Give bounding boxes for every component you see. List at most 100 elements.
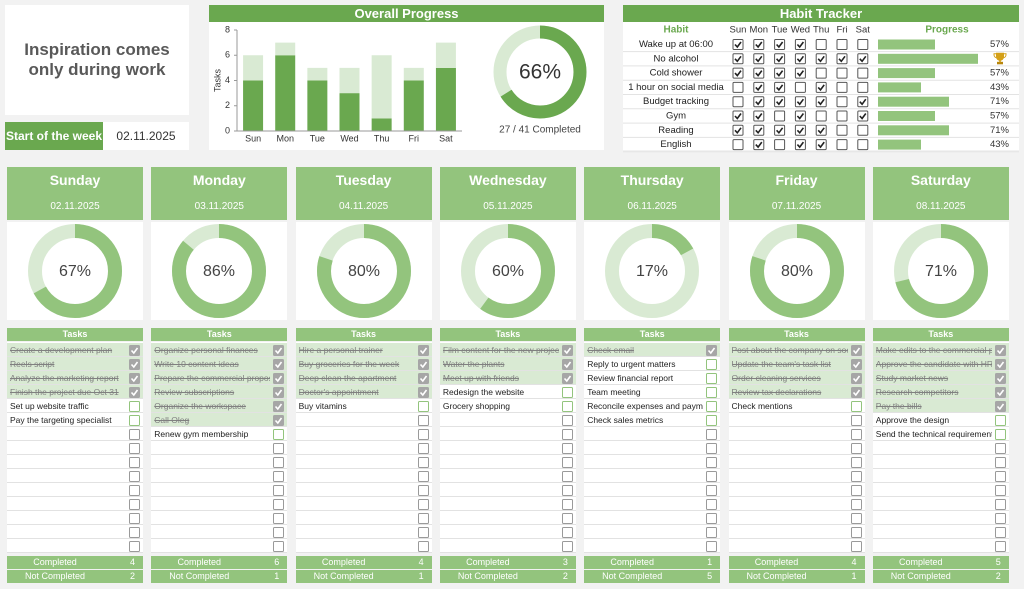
task-text: Grocery shopping xyxy=(442,401,510,411)
task-checkbox xyxy=(994,499,1006,510)
checkbox xyxy=(417,415,429,426)
checkbox xyxy=(994,401,1006,412)
check-mark xyxy=(755,113,763,120)
task-row xyxy=(584,497,721,511)
task-row xyxy=(151,497,288,511)
task-checkbox xyxy=(561,373,573,384)
task-row: Organize the workspace xyxy=(151,399,288,413)
summary-row xyxy=(584,570,721,583)
task-row xyxy=(728,497,865,511)
checkbox xyxy=(129,373,140,384)
progress-bar xyxy=(878,139,921,150)
checkbox xyxy=(794,67,806,79)
task-row xyxy=(295,413,432,427)
task-row xyxy=(7,539,143,553)
habit-name: Gym xyxy=(666,111,686,122)
task-checkbox xyxy=(273,359,285,370)
summary-row xyxy=(7,570,143,583)
check-mark xyxy=(996,347,1004,355)
summary-value: 4 xyxy=(418,557,424,567)
check-mark xyxy=(852,361,860,369)
summary-value: 1 xyxy=(851,571,857,581)
bar xyxy=(307,80,328,131)
progress-label: 57% xyxy=(990,111,1010,122)
task-row xyxy=(584,483,721,497)
checkbox xyxy=(273,443,285,454)
task-row: Prepare the commercial propos xyxy=(151,371,288,385)
checkbox xyxy=(129,485,140,496)
task-checkbox xyxy=(417,373,429,384)
task-checkbox xyxy=(129,429,140,440)
checkbox xyxy=(994,513,1006,524)
day-header xyxy=(439,167,576,220)
task-checkbox xyxy=(561,443,573,454)
task-text: Analyze the marketing report xyxy=(10,373,119,383)
task-row xyxy=(7,469,143,483)
task-row: Reels script xyxy=(7,357,143,371)
task-checkbox xyxy=(129,471,140,482)
checkbox xyxy=(732,39,744,50)
task-checkbox xyxy=(561,387,573,398)
progress-bar xyxy=(878,111,935,121)
task-row xyxy=(151,469,288,483)
summary-label: Not Completed xyxy=(169,571,230,581)
check-mark xyxy=(734,127,742,135)
checkbox xyxy=(815,96,827,108)
task-text: Write 10 content ideas xyxy=(154,359,239,369)
check-mark xyxy=(852,375,860,383)
checkbox xyxy=(732,67,744,79)
task-checkbox xyxy=(129,401,140,412)
day-date: 03.11.2025 xyxy=(194,201,244,212)
check-mark xyxy=(817,98,825,106)
bar xyxy=(371,55,392,119)
day-header xyxy=(295,167,432,220)
task-checkbox xyxy=(706,415,718,426)
task-checkbox xyxy=(417,345,429,356)
task-checkbox xyxy=(850,401,862,412)
day-name: Wednesday xyxy=(469,172,547,188)
trophy-cup xyxy=(996,52,1004,61)
summary-row xyxy=(584,556,721,569)
checkbox xyxy=(753,53,765,65)
task-row xyxy=(728,511,865,525)
check-mark xyxy=(563,375,572,383)
checkbox xyxy=(794,110,806,122)
checkbox xyxy=(706,387,718,398)
task-text: Finish the project due Oct 31 xyxy=(10,387,119,397)
task-checkbox xyxy=(994,415,1006,426)
donut-arc xyxy=(605,224,700,318)
summary-value: 2 xyxy=(129,571,135,581)
day-name: Saturday xyxy=(910,172,971,188)
summary-value: 4 xyxy=(129,557,135,567)
checkbox xyxy=(850,457,862,468)
day-name: Tuesday xyxy=(335,172,392,188)
checkbox xyxy=(417,457,429,468)
task-text: Organize the workspace xyxy=(154,401,246,411)
checkbox xyxy=(706,443,718,454)
task-text: Reels script xyxy=(10,359,55,369)
summary-row xyxy=(439,556,576,569)
task-row xyxy=(439,455,576,469)
habit-name: Budget tracking xyxy=(643,96,709,107)
progress-bar xyxy=(878,96,949,107)
task-checkbox xyxy=(561,513,573,524)
day-date: 07.11.2025 xyxy=(771,201,822,212)
check-mark xyxy=(859,55,867,63)
bar xyxy=(243,80,264,131)
task-text: Hire a personal trainer xyxy=(298,345,383,355)
task-checkbox xyxy=(706,513,718,524)
task-checkbox xyxy=(417,527,429,538)
progress-bar xyxy=(878,82,921,93)
checkbox xyxy=(774,53,786,65)
column-header: Thu xyxy=(813,25,829,36)
check-mark xyxy=(859,113,867,120)
check-mark xyxy=(734,55,742,63)
checkbox xyxy=(836,139,848,151)
summary-label: Completed xyxy=(466,557,510,567)
summary-label: Not Completed xyxy=(313,571,374,581)
check-mark xyxy=(796,127,805,135)
check-mark xyxy=(817,141,825,149)
bar xyxy=(275,55,296,131)
summary-value: 5 xyxy=(707,571,713,581)
checkbox xyxy=(774,67,786,79)
